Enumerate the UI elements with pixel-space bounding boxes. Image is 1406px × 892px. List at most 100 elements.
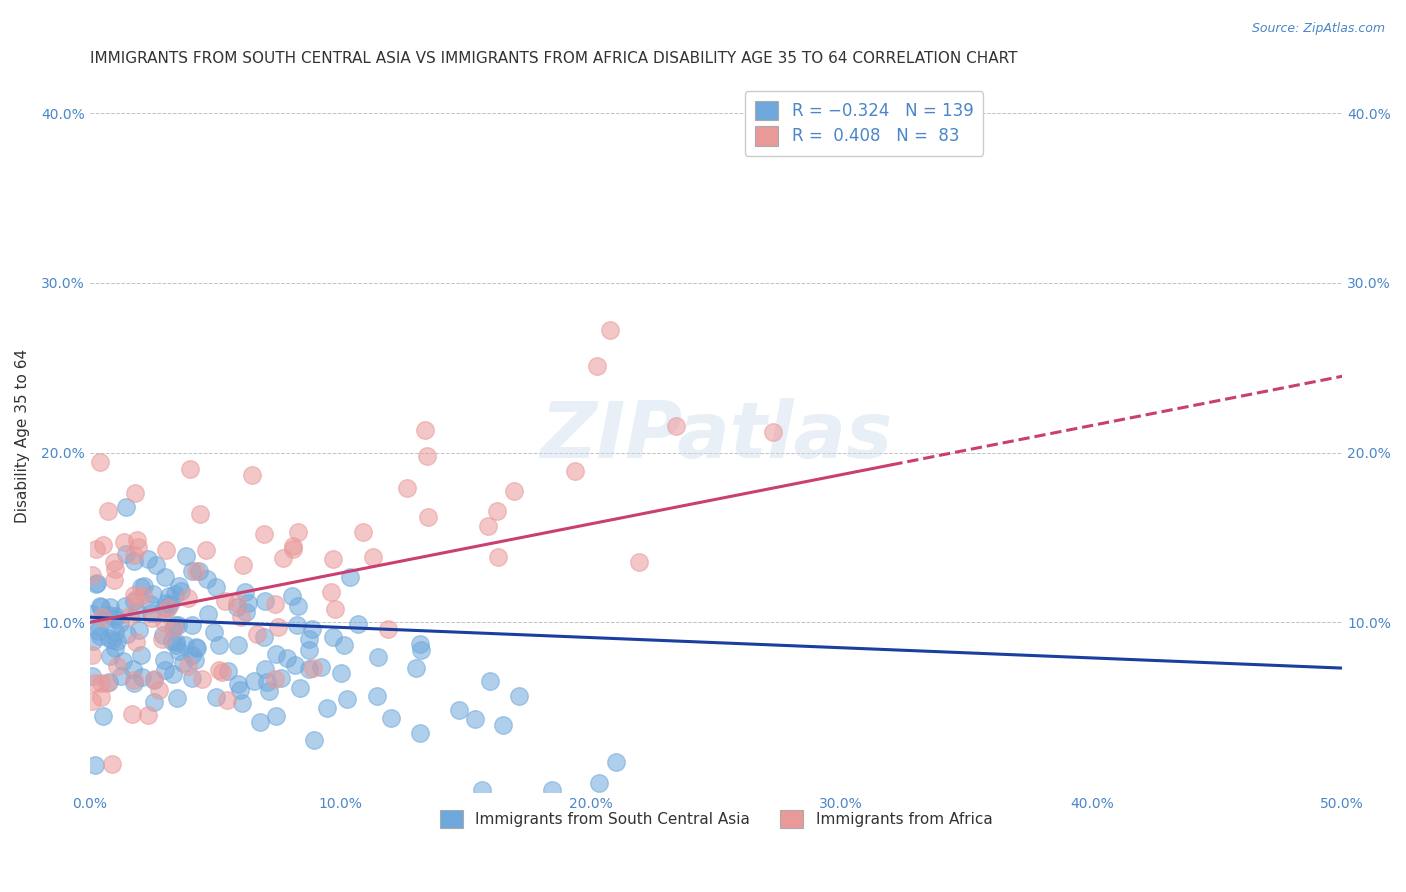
Point [226,600,249,615]
Point [82,568,104,582]
Point [208,663,231,677]
Point [188,564,211,578]
Point [195,572,218,586]
Point [82,633,104,648]
Point [86,576,108,591]
Point [287,524,309,539]
Point [91,610,114,624]
Point [361,549,384,564]
Point [243,674,266,689]
Point [167,644,190,658]
Point [346,616,368,631]
Point [366,689,388,703]
Point [240,467,263,482]
Point [336,691,359,706]
Point [122,588,145,602]
Point [478,674,501,689]
Point [253,631,276,645]
Y-axis label: Disability Age 35 to 64: Disability Age 35 to 64 [15,349,30,523]
Point [249,715,271,730]
Point [96,675,118,690]
Point [246,626,269,640]
Point [302,661,325,675]
Point [172,656,194,670]
Point [142,673,165,687]
Point [167,579,190,593]
Point [177,659,200,673]
Point [91,538,114,552]
Point [131,588,153,602]
Point [82,694,104,708]
Point [89,629,111,643]
Point [105,658,128,673]
Point [104,609,127,624]
Point [129,648,152,662]
Point [90,600,112,615]
Point [197,607,219,621]
Point [367,649,389,664]
Point [174,639,197,653]
Point [236,596,259,610]
Point [104,640,127,655]
Point [115,547,138,561]
Point [84,541,107,556]
Point [127,540,149,554]
Point [125,605,148,619]
Point [540,783,562,797]
Point [605,756,627,770]
Point [156,601,179,615]
Point [226,595,249,609]
Point [114,599,136,613]
Point [485,504,508,518]
Point [564,464,586,478]
Point [139,597,162,611]
Point [101,757,124,772]
Point [124,486,146,500]
Point [208,638,231,652]
Point [98,632,121,646]
Point [105,634,128,648]
Point [84,577,107,591]
Point [152,615,174,629]
Point [264,672,287,686]
Point [152,600,174,615]
Point [235,605,257,619]
Point [205,580,228,594]
Point [181,617,204,632]
Point [124,675,146,690]
Point [142,587,165,601]
Point [508,689,530,703]
Point [211,665,233,679]
Point [191,672,214,686]
Point [298,662,321,676]
Point [155,596,177,610]
Point [104,625,127,640]
Point [115,627,138,641]
Point [122,548,145,562]
Point [298,642,321,657]
Point [477,519,499,533]
Point [153,663,176,677]
Point [97,504,120,518]
Point [115,500,138,515]
Point [229,682,252,697]
Point [167,617,190,632]
Point [122,554,145,568]
Point [416,449,439,463]
Point [163,621,186,635]
Point [163,617,186,632]
Point [148,682,170,697]
Point [97,674,120,689]
Point [125,591,148,606]
Point [405,660,427,674]
Text: Source: ZipAtlas.com: Source: ZipAtlas.com [1251,22,1385,36]
Point [186,640,208,654]
Point [89,619,111,633]
Point [162,667,184,681]
Point [159,597,181,611]
Point [142,673,165,687]
Point [82,607,104,621]
Point [599,323,621,337]
Point [270,671,292,685]
Point [309,660,332,674]
